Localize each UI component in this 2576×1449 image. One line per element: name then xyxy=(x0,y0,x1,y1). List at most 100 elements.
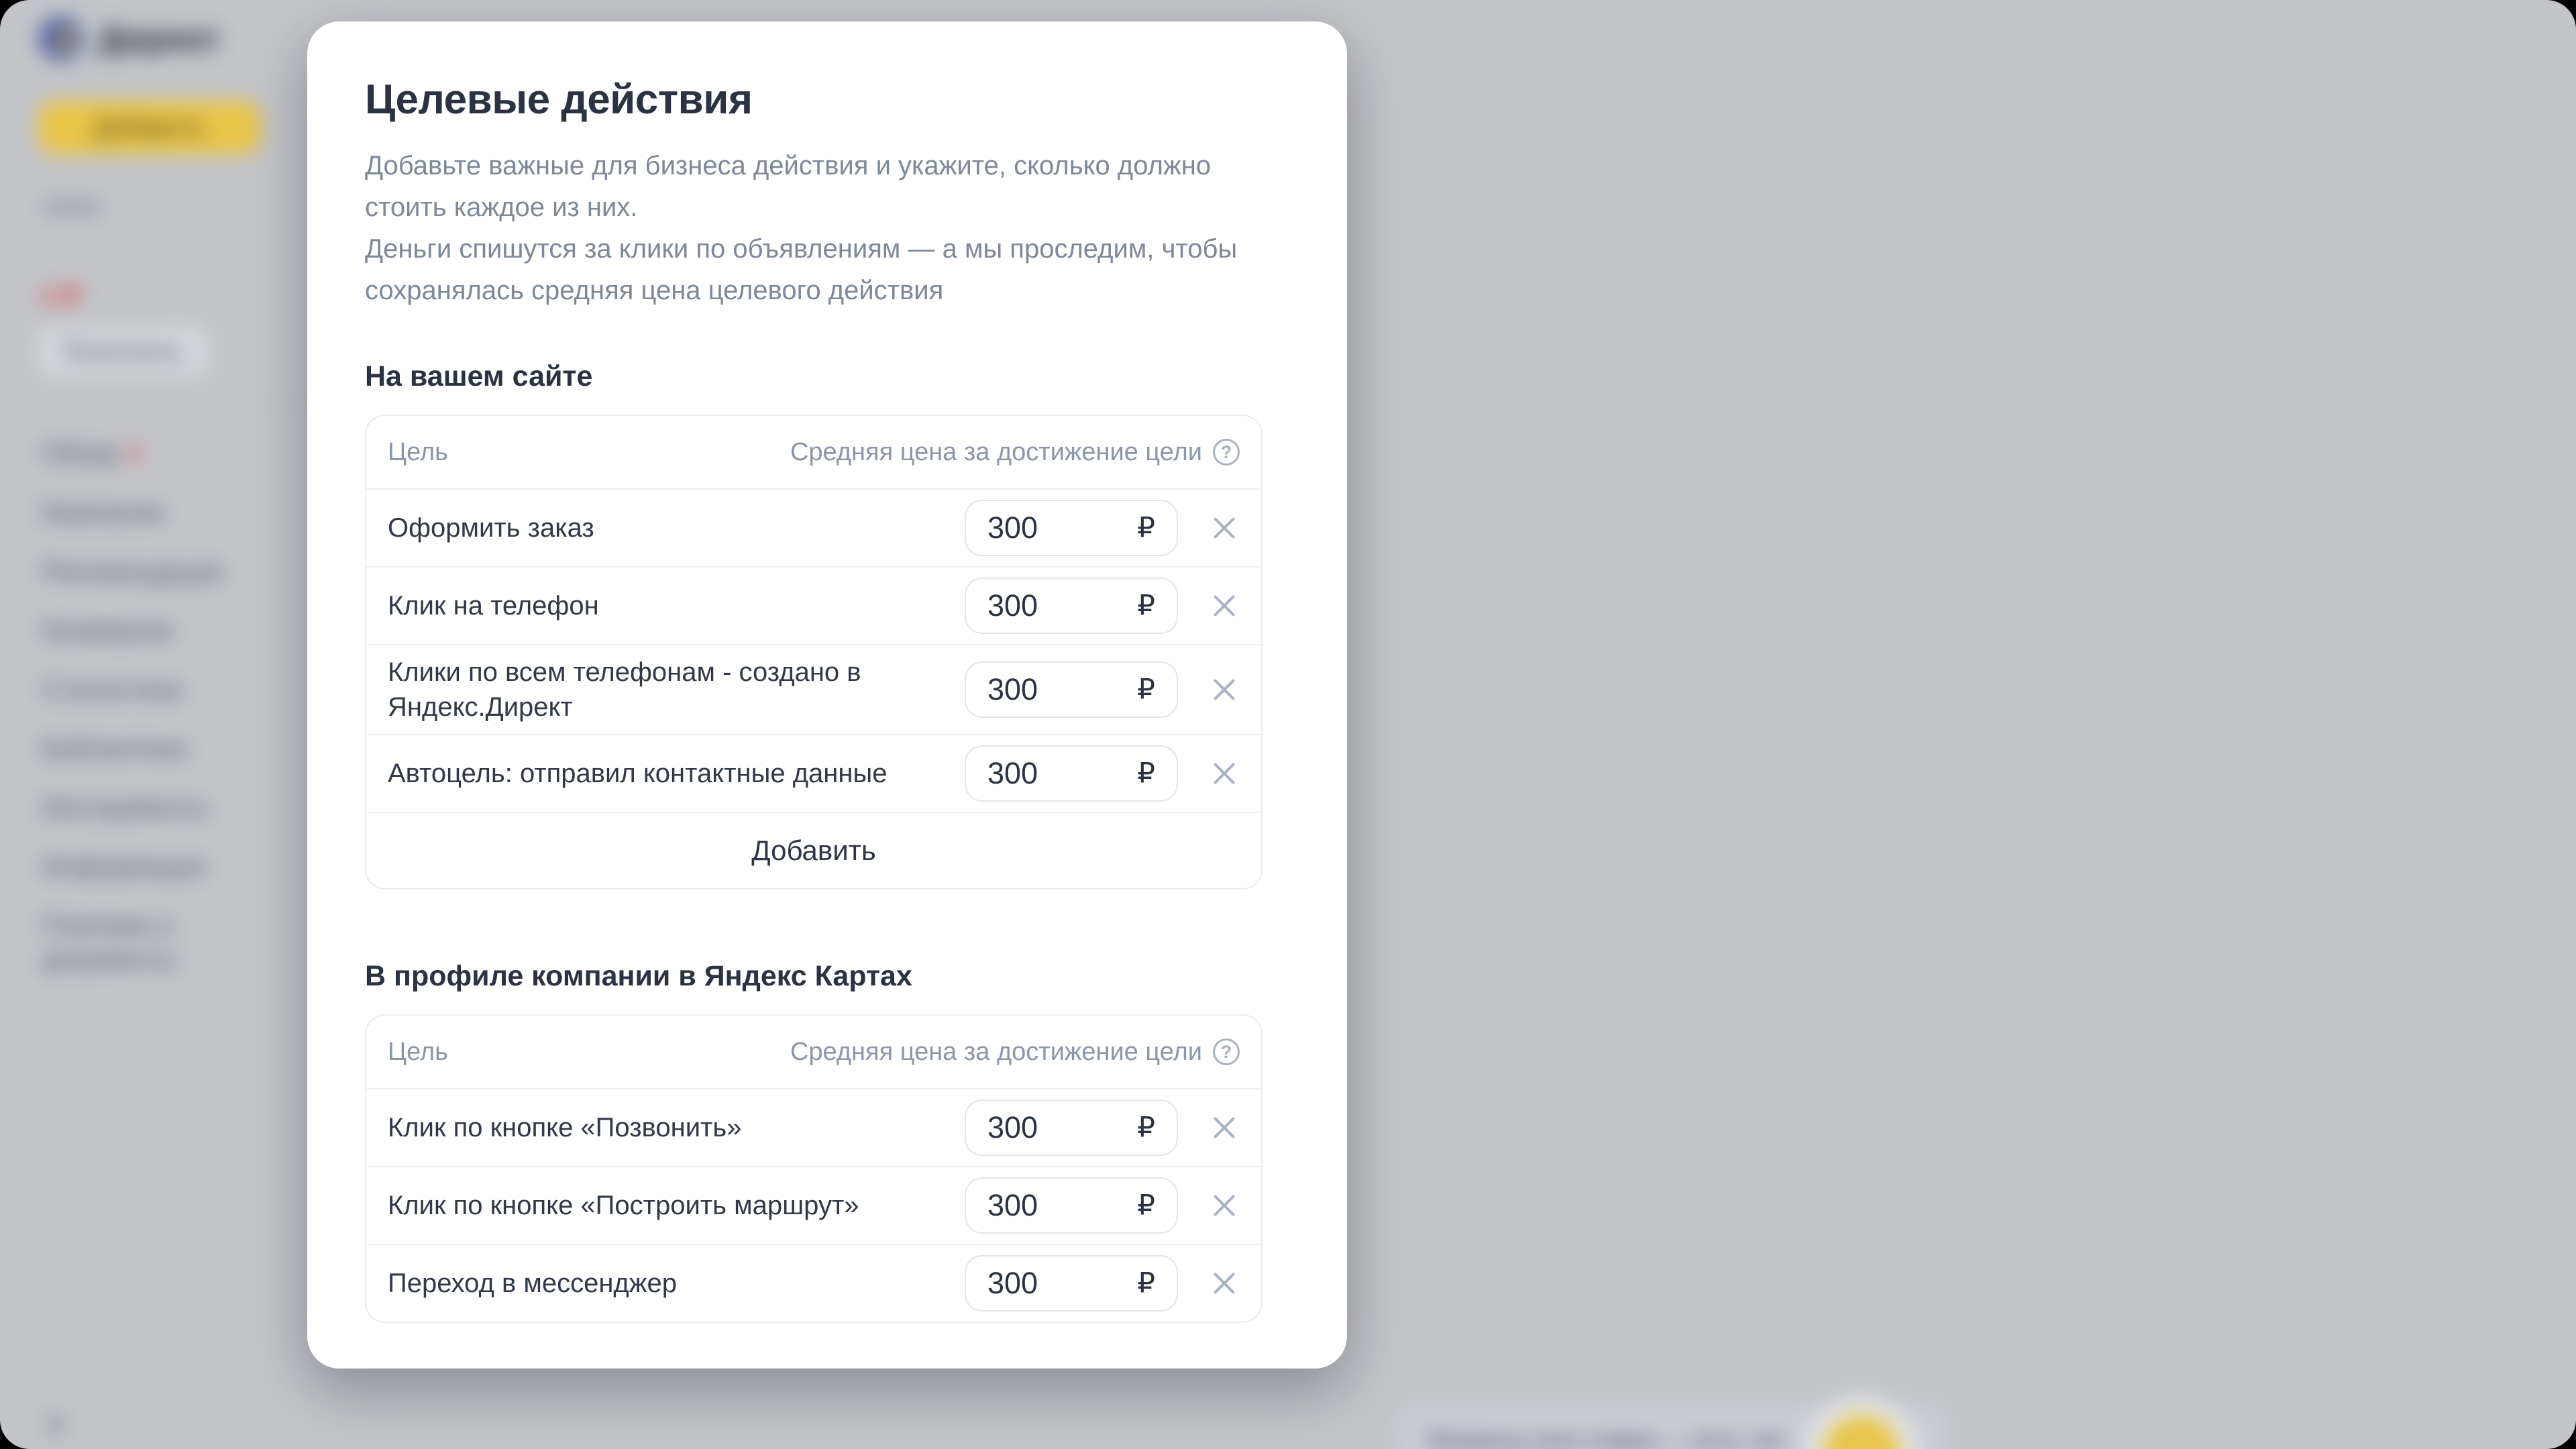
table-header: Цель Средняя цена за достижение цели ? xyxy=(366,1016,1261,1088)
sidebar-nav-item[interactable]: Статистика xyxy=(42,673,243,706)
ruble-sign: ₽ xyxy=(1137,1111,1155,1143)
nav-item-label: Кампании xyxy=(42,498,165,527)
remove-goal-button[interactable] xyxy=(1209,590,1240,621)
remove-goal-button[interactable] xyxy=(1209,1268,1240,1299)
price-field[interactable]: ₽ xyxy=(965,500,1178,556)
sidebar-nav-item[interactable]: Библиотека xyxy=(42,732,243,765)
price-input[interactable] xyxy=(966,1256,1177,1310)
notification-badge: 2 xyxy=(128,439,142,467)
price-field[interactable]: ₽ xyxy=(965,578,1178,634)
table-header: Цель Средняя цена за достижение цели ? xyxy=(366,416,1261,488)
goal-row: Клики по всем телефонам - создано в Янде… xyxy=(366,644,1261,734)
remove-goal-button[interactable] xyxy=(1209,1112,1240,1143)
logo-text: Директ xyxy=(99,19,221,58)
section-heading-site: На вашем сайте xyxy=(365,360,593,392)
nav-item-label: Платежи и документы xyxy=(42,911,177,974)
price-input[interactable] xyxy=(966,663,1177,716)
close-icon xyxy=(1214,1195,1235,1216)
remove-goal-button[interactable] xyxy=(1209,758,1240,789)
goal-row: Клик на телефон ₽ xyxy=(366,566,1261,644)
help-icon[interactable]: ? xyxy=(46,1411,64,1444)
price-input[interactable] xyxy=(966,501,1177,555)
price-input[interactable] xyxy=(966,1101,1177,1155)
ruble-sign: ₽ xyxy=(1137,1189,1155,1221)
nav-item-label: Статистика xyxy=(42,675,183,704)
yandex-direct-logo[interactable]: Директ xyxy=(38,16,220,62)
goal-label: Клик по кнопке «Позвонить» xyxy=(388,1113,742,1142)
goal-row: Оформить заказ ₽ xyxy=(366,488,1261,566)
close-icon xyxy=(1214,1273,1235,1294)
goals-table-maps: Цель Средняя цена за достижение цели ? К… xyxy=(365,1014,1263,1323)
goal-label: Оформить заказ xyxy=(388,513,594,543)
table-body: Оформить заказ ₽ Клик на телефон ₽ xyxy=(366,488,1261,812)
section-heading-maps: В профиле компании в Яндекс Картах xyxy=(365,960,912,992)
goal-label: Клик по кнопке «Построить маршрут» xyxy=(388,1191,859,1220)
yandex-direct-logo-icon xyxy=(40,17,83,60)
sidebar-nav: Обзор 2 Кампании Рекомендации Конверсии С… xyxy=(42,436,243,976)
sidebar-divider xyxy=(20,404,306,405)
description-line: стоить каждое из них. xyxy=(365,193,638,222)
goal-label: Переход в мессенджер xyxy=(388,1269,678,1298)
target-actions-dialog: Целевые действия Добавьте важные для биз… xyxy=(307,21,1347,1368)
nav-item-label: Конверсии xyxy=(42,616,174,645)
sidebar-nav-item[interactable]: Кампании xyxy=(42,496,243,529)
account-balance: 0 ₽ xyxy=(42,283,81,311)
remove-goal-button[interactable] xyxy=(1209,513,1240,543)
goals-table-site: Цель Средняя цена за достижение цели ? О… xyxy=(365,415,1263,890)
price-field[interactable]: ₽ xyxy=(965,1255,1178,1311)
goal-label: Клики по всем телефонам - создано в Янде… xyxy=(388,657,861,722)
goal-row: Автоцель: отправил контактные данные ₽ xyxy=(366,734,1261,812)
column-price: Средняя цена за достижение цели xyxy=(790,437,1202,466)
topup-button[interactable]: Пополнить xyxy=(38,327,207,376)
ruble-sign: ₽ xyxy=(1137,673,1155,705)
column-price: Средняя цена за достижение цели xyxy=(790,1037,1202,1066)
goal-row: Клик по кнопке «Построить маршрут» ₽ xyxy=(366,1166,1261,1244)
sidebar-nav-item[interactable]: Рекомендации xyxy=(42,555,243,588)
ruble-sign: ₽ xyxy=(1137,1267,1155,1299)
question-icon[interactable]: ? xyxy=(1213,439,1240,466)
nav-item-label: Обзор xyxy=(42,438,119,468)
goal-label: Автоцель: отправил контактные данные xyxy=(388,759,888,788)
add-goal-button[interactable]: Добавить xyxy=(366,812,1261,888)
table-body: Клик по кнопке «Позвонить» ₽ Клик по кно… xyxy=(366,1088,1261,1322)
column-goal: Цель xyxy=(388,437,448,466)
close-icon xyxy=(1214,679,1235,700)
nav-item-label: Инструменты xyxy=(42,793,209,822)
chat-teaser-text: Вопросы или ставки — есть чат xyxy=(1429,1426,1786,1449)
close-icon xyxy=(1214,517,1235,539)
price-input[interactable] xyxy=(966,1179,1177,1232)
ruble-sign: ₽ xyxy=(1137,757,1155,789)
close-icon xyxy=(1214,1117,1235,1138)
nav-item-label: Информация xyxy=(42,852,206,881)
sidebar-nav-item[interactable]: Обзор 2 xyxy=(42,436,243,470)
price-field[interactable]: ₽ xyxy=(965,745,1178,802)
description-line: Деньги спишутся за клики по объявлениям … xyxy=(365,234,1238,264)
sidebar-nav-item[interactable]: Платежи и документы xyxy=(42,909,243,976)
close-icon xyxy=(1214,595,1235,616)
nav-item-label: Библиотека xyxy=(42,734,188,763)
question-icon[interactable]: ? xyxy=(1213,1038,1240,1065)
close-icon xyxy=(1214,763,1235,784)
description-line: сохранялась средняя цена целевого действ… xyxy=(365,276,944,305)
sidebar-nav-item[interactable]: Информация xyxy=(42,850,243,883)
remove-goal-button[interactable] xyxy=(1209,1190,1240,1221)
sidebar-nav-item[interactable]: Инструменты xyxy=(42,791,243,824)
price-field[interactable]: ₽ xyxy=(965,1099,1178,1156)
dialog-description: Добавьте важные для бизнеса действия и у… xyxy=(365,145,1263,311)
price-field[interactable]: ₽ xyxy=(965,661,1178,718)
goal-row: Клик по кнопке «Позвонить» ₽ xyxy=(366,1088,1261,1166)
price-field[interactable]: ₽ xyxy=(965,1177,1178,1234)
account-login[interactable]: логин xyxy=(42,193,100,218)
sidebar-add-button[interactable]: Добавить xyxy=(38,101,261,154)
ruble-sign: ₽ xyxy=(1137,511,1155,543)
price-input[interactable] xyxy=(966,579,1177,633)
goal-row: Переход в мессенджер ₽ xyxy=(366,1244,1261,1322)
price-input[interactable] xyxy=(966,747,1177,800)
ruble-sign: ₽ xyxy=(1137,589,1155,621)
dialog-title: Целевые действия xyxy=(365,76,753,123)
remove-goal-button[interactable] xyxy=(1209,674,1240,705)
nav-item-label: Рекомендации xyxy=(42,557,225,586)
sidebar-nav-item[interactable]: Конверсии xyxy=(42,614,243,647)
description-line: Добавьте важные для бизнеса действия и у… xyxy=(365,151,1212,180)
